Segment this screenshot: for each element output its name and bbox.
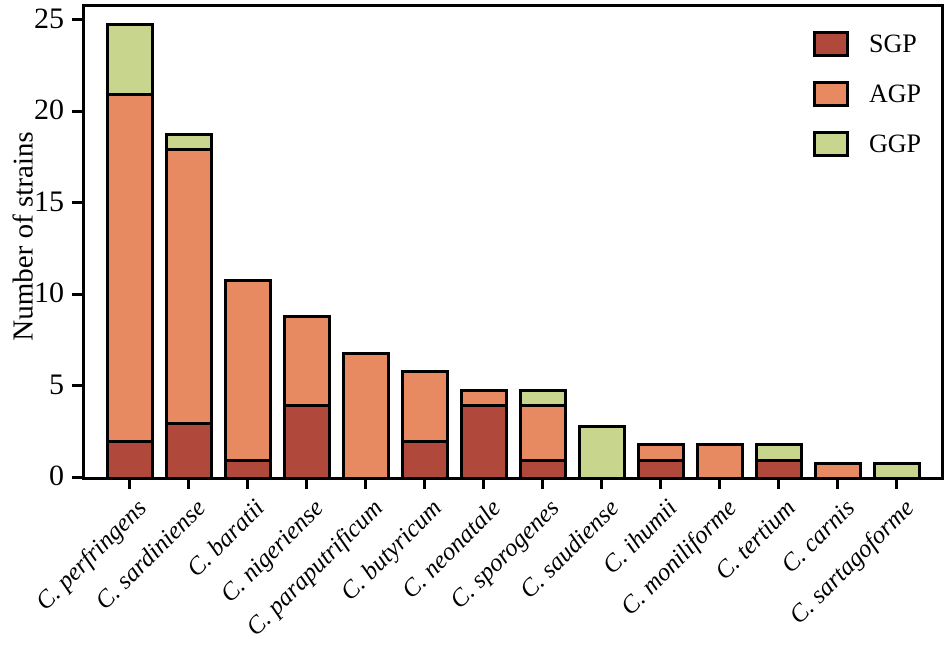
legend-swatch-sgp-icon xyxy=(812,31,849,57)
bar-segment-ggp xyxy=(577,425,626,480)
bar-segment-sgp xyxy=(400,440,449,480)
legend-label-agp: AGP xyxy=(868,79,921,108)
bar-segment-agp xyxy=(105,92,154,444)
bar xyxy=(695,443,744,480)
y-tick-label: 0 xyxy=(49,459,64,492)
y-tick xyxy=(72,384,82,388)
legend: SGP AGP GGP xyxy=(812,29,921,158)
bar xyxy=(105,22,154,480)
bar-segment-sgp xyxy=(282,403,331,480)
y-tick-label: 15 xyxy=(34,184,64,218)
y-tick xyxy=(72,109,82,113)
bar xyxy=(754,443,803,480)
bar-segment-ggp xyxy=(872,461,921,480)
x-tick xyxy=(777,480,780,489)
bar-segment-sgp xyxy=(636,458,685,480)
bar-segment-sgp xyxy=(105,440,154,480)
y-tick xyxy=(72,475,82,479)
x-tick xyxy=(895,480,898,489)
x-tick xyxy=(836,480,839,489)
y-tick xyxy=(72,292,82,296)
y-tick-label: 10 xyxy=(34,276,64,310)
bar xyxy=(577,425,626,480)
x-tick xyxy=(423,480,426,489)
x-tick xyxy=(541,480,544,489)
x-tick xyxy=(364,480,367,489)
x-tick xyxy=(305,480,308,489)
legend-swatch-ggp-icon xyxy=(812,131,849,157)
bar xyxy=(400,370,449,480)
bar-segment-agp xyxy=(518,403,567,462)
bar xyxy=(813,461,862,480)
legend-label-sgp: SGP xyxy=(868,29,917,58)
x-tick xyxy=(246,480,249,489)
bar xyxy=(872,461,921,480)
legend-item-ggp: GGP xyxy=(812,129,921,158)
x-tick xyxy=(659,480,662,489)
x-tick xyxy=(600,480,603,489)
x-tick xyxy=(187,480,190,489)
bar xyxy=(223,278,272,480)
bar xyxy=(459,388,508,480)
x-tick xyxy=(128,480,131,489)
bar-segment-ggp xyxy=(105,22,154,96)
y-tick-label: 5 xyxy=(49,367,64,401)
bar-segment-agp xyxy=(341,352,390,480)
plot-frame: 0 5 10 15 20 25 C. perfringens C. sardiniense C.… xyxy=(31,2,944,641)
x-tick xyxy=(482,480,485,489)
legend-swatch-agp-icon xyxy=(812,81,849,107)
bar xyxy=(636,443,685,480)
plot-area: 0 5 10 15 20 25 C. perfringens C. sardiniense C.… xyxy=(31,2,941,641)
bar-segment-sgp xyxy=(518,458,567,480)
y-tick xyxy=(72,18,82,22)
bar-segment-agp xyxy=(223,278,272,462)
bar-segment-agp xyxy=(282,315,331,407)
legend-item-sgp: SGP xyxy=(812,29,921,58)
y-tick-label: 25 xyxy=(34,1,64,35)
legend-item-agp: AGP xyxy=(812,79,921,108)
legend-label-ggp: GGP xyxy=(868,129,921,158)
bar xyxy=(518,388,567,480)
bar-segment-agp xyxy=(695,443,744,480)
bar xyxy=(341,352,390,480)
bar-segment-sgp xyxy=(459,403,508,480)
bar-segment-agp xyxy=(813,461,862,480)
bar xyxy=(282,315,331,480)
bar-segment-sgp xyxy=(164,422,213,480)
bar-segment-sgp xyxy=(223,458,272,480)
x-tick xyxy=(718,480,721,489)
y-tick xyxy=(72,201,82,205)
bar xyxy=(164,132,213,480)
bar-segment-agp xyxy=(164,147,213,426)
bar-segment-sgp xyxy=(754,458,803,480)
y-tick-label: 20 xyxy=(34,93,64,127)
bar-segment-agp xyxy=(400,370,449,444)
